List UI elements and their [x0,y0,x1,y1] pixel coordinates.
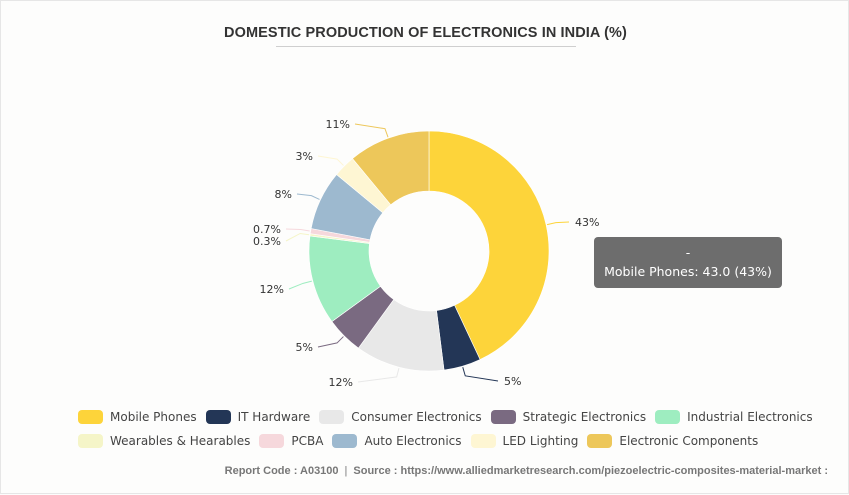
legend-item-it-hardware[interactable]: IT Hardware [205,410,311,424]
data-label-led-lighting: 3% [296,150,313,163]
source-text: Source : https://www.alliedmarketresearc… [353,465,828,477]
leader-line-electronic-components [354,123,389,138]
legend-item-industrial-electronics[interactable]: Industrial Electronics [655,410,813,424]
legend-row: Wearables & Hearables PCBA Auto Electronic… [78,429,838,453]
slice-mobile-phones[interactable] [428,130,550,360]
title-underline [276,46,576,47]
footer: Report Code : A03100 | Source : https://ww… [225,465,828,477]
legend-swatch [78,410,103,424]
legend-item-consumer-electronics[interactable]: Consumer Electronics [319,410,482,424]
data-label-strategic-electronics: 5% [296,341,313,354]
legend-item-auto-electronics[interactable]: Auto Electronics [332,434,462,448]
chart-legend: Mobile Phones IT Hardware Consumer Electro… [78,405,838,453]
legend-label: Strategic Electronics [522,410,647,424]
data-label-it-hardware: 5% [504,375,521,388]
leader-line-strategic-electronics [317,336,344,348]
data-label-mobile-phones: 43% [575,216,599,229]
legend-item-led-lighting[interactable]: LED Lighting [470,434,579,448]
legend-label: Mobile Phones [110,410,197,424]
legend-item-mobile-phones[interactable]: Mobile Phones [78,410,197,424]
leader-line-consumer-electronics [357,368,400,383]
legend-item-pcba[interactable]: PCBA [259,434,323,448]
data-label-pcba: 0.7% [253,223,281,236]
legend-row: Mobile Phones IT Hardware Consumer Electro… [78,405,838,429]
legend-label: Auto Electronics [364,434,462,448]
leader-line-it-hardware [462,367,499,382]
legend-item-wearables-and-hearables[interactable]: Wearables & Hearables [78,434,250,448]
data-label-industrial-electronics: 12% [260,283,284,296]
data-label-wearables-and-hearables: 0.3% [253,235,281,248]
chart-title: DOMESTIC PRODUCTION OF ELECTRONICS IN IN… [224,25,627,41]
data-label-auto-electronics: 8% [275,188,292,201]
leader-line-wearables-and-hearables [285,232,310,242]
legend-label: LED Lighting [502,434,579,448]
legend-swatch [470,434,496,448]
legend-swatch [259,434,285,448]
legend-label: Industrial Electronics [687,410,813,424]
chart-tooltip: - Mobile Phones: 43.0 (43%) [594,237,782,288]
leader-line-auto-electronics [296,193,320,200]
leader-line-pcba [285,228,310,232]
data-label-electronic-components: 11% [326,118,350,131]
leader-line-industrial-electronics [288,280,312,290]
legend-swatch [587,434,613,448]
tooltip-header: - [685,245,691,260]
leader-line-led-lighting [317,155,344,166]
legend-label: PCBA [291,434,324,448]
legend-label: Wearables & Hearables [110,434,251,448]
report-code: Report Code : A03100 [224,465,339,477]
tooltip-text: Mobile Phones: 43.0 (43%) [604,264,772,279]
legend-swatch [655,410,681,424]
legend-swatch [332,434,358,448]
legend-label: Consumer Electronics [351,410,482,424]
legend-label: Electronic Components [619,434,759,448]
slice-electronic-components[interactable] [352,130,430,206]
legend-swatch [78,434,103,448]
legend-item-strategic-electronics[interactable]: Strategic Electronics [490,410,647,424]
legend-label: IT Hardware [237,410,311,424]
legend-swatch [490,410,516,424]
legend-swatch [205,410,231,424]
legend-swatch [319,410,345,424]
data-label-consumer-electronics: 12% [329,376,353,389]
footer-separator: | [344,465,348,477]
legend-item-electronic-components[interactable]: Electronic Components [587,434,758,448]
leader-line-mobile-phones [546,221,570,226]
